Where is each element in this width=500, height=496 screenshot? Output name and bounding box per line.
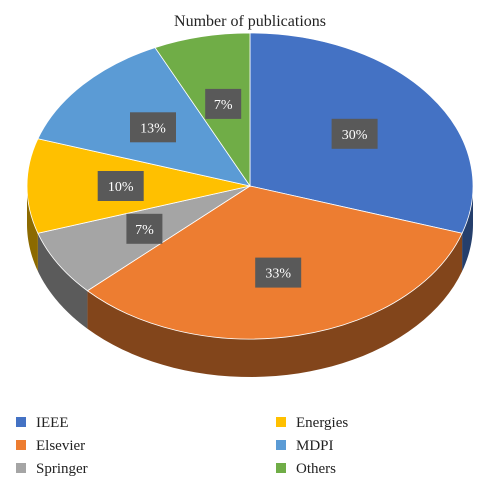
pie-side-ieee [462, 186, 473, 272]
data-label-box [331, 118, 378, 149]
legend-label: IEEE [36, 415, 68, 431]
legend-swatch [16, 417, 26, 427]
legend-label: MDPI [296, 438, 334, 454]
legend-label: Others [296, 461, 336, 477]
data-label-box [97, 171, 144, 201]
pie-3d-sides [27, 186, 473, 377]
data-label-box [255, 257, 302, 288]
pie-side-springer [37, 233, 88, 329]
data-label-text: 7% [214, 98, 233, 113]
data-label-box [205, 88, 242, 119]
chart-title: Number of publications [174, 13, 326, 30]
legend: IEEE Elsevier Springer Energies MDPI Others [16, 415, 348, 477]
data-label-energies: 10% [97, 171, 144, 201]
pie-side-energies [27, 186, 38, 272]
data-label-text: 13% [140, 121, 166, 136]
data-label-springer: 7% [126, 213, 163, 244]
legend-item-others: Others [276, 461, 336, 477]
pie-slice-others [154, 32, 251, 188]
pie-slices [26, 32, 474, 340]
legend-item-springer: Springer [16, 461, 88, 477]
data-label-text: 33% [265, 267, 291, 282]
legend-item-mdpi: MDPI [276, 438, 334, 454]
data-label-text: 10% [108, 180, 134, 195]
legend-label: Springer [36, 461, 88, 477]
data-label-box [126, 213, 163, 244]
data-label-box [130, 112, 176, 143]
data-labels: 30% 33% 7% 10% 13% 7% [97, 88, 378, 288]
legend-item-energies: Energies [276, 415, 348, 431]
legend-item-ieee: IEEE [16, 415, 68, 431]
data-label-elsevier: 33% [255, 257, 302, 288]
legend-swatch [16, 440, 26, 450]
data-label-mdpi: 13% [130, 112, 176, 143]
legend-label: Energies [296, 415, 348, 431]
legend-swatch [276, 417, 286, 427]
legend-swatch [16, 463, 26, 473]
legend-item-elsevier: Elsevier [16, 438, 85, 454]
data-label-others: 7% [205, 88, 242, 119]
legend-label: Elsevier [36, 438, 85, 454]
pie-side-elsevier [87, 233, 463, 377]
data-label-text: 30% [342, 128, 368, 143]
data-label-ieee: 30% [331, 118, 378, 149]
legend-swatch [276, 440, 286, 450]
data-label-text: 7% [135, 223, 154, 238]
legend-swatch [276, 463, 286, 473]
